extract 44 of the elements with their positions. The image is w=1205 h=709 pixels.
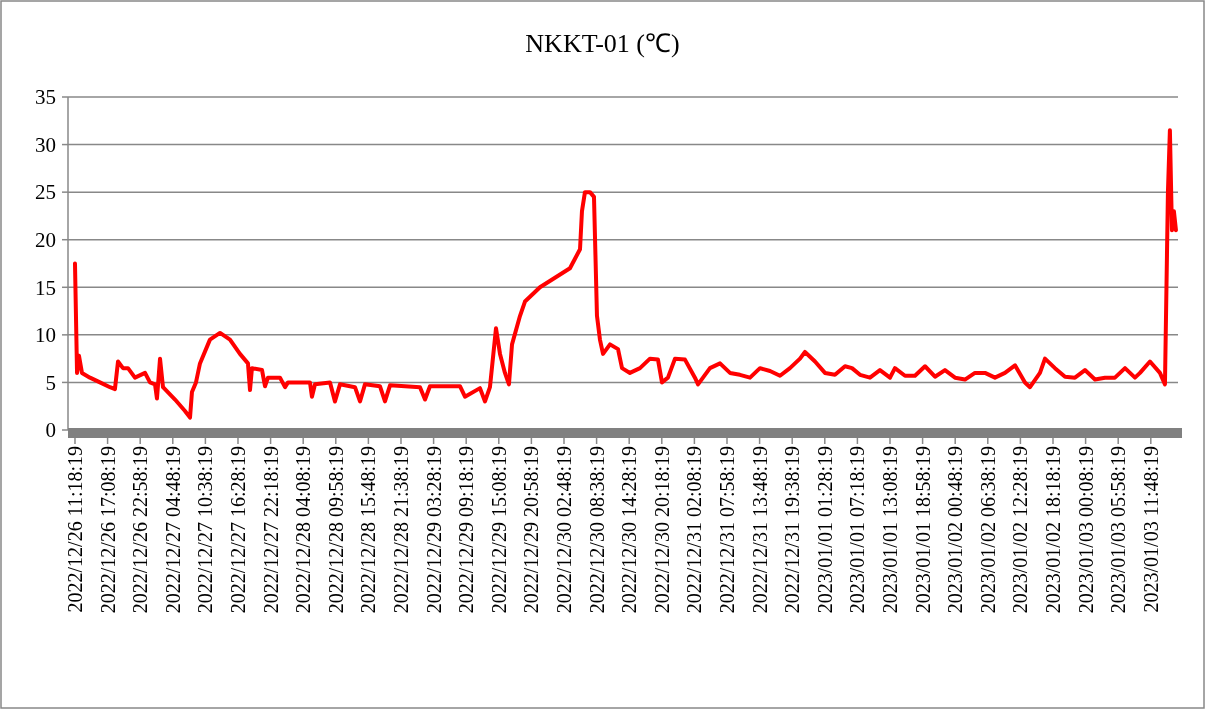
- x-tick-label: 2023/01/02 12:28:19: [1009, 446, 1032, 614]
- x-tick-label: 2022/12/30 20:18:19: [650, 446, 673, 614]
- x-tick-label: 2022/12/30 14:28:19: [618, 446, 641, 614]
- x-tick-label: 2022/12/27 10:38:19: [194, 446, 217, 614]
- y-tick-label: 30: [35, 132, 56, 157]
- x-tick-label: 2022/12/27 04:48:19: [161, 446, 184, 614]
- x-tick-label: 2022/12/28 15:48:19: [357, 446, 380, 614]
- y-tick-label: 0: [45, 418, 56, 443]
- x-tick-label: 2022/12/26 22:58:19: [129, 446, 152, 614]
- line-series: [72, 128, 1178, 420]
- x-tick-label: 2022/12/29 15:08:19: [487, 446, 510, 614]
- x-tick-label: 2023/01/02 00:48:19: [944, 446, 967, 614]
- y-tick-label: 25: [35, 180, 56, 205]
- x-tick-label: 2023/01/03 00:08:19: [1074, 446, 1097, 614]
- x-tick-label: 2023/01/01 18:58:19: [911, 446, 934, 614]
- x-tick-label: 2022/12/28 09:58:19: [324, 446, 347, 614]
- x-tick-label: 2022/12/26 17:08:19: [96, 446, 119, 614]
- x-tick-label: 2022/12/28 04:08:19: [292, 446, 315, 614]
- y-tick-label: 20: [35, 228, 56, 253]
- x-tick-label: 2022/12/26 11:18:19: [63, 446, 86, 613]
- x-tick-label: 2023/01/02 06:38:19: [976, 446, 999, 614]
- x-tick-label: 2022/12/31 07:58:19: [716, 446, 738, 614]
- x-tick-label: 2022/12/27 22:18:19: [259, 446, 282, 614]
- x-tick-label: 2023/01/01 13:08:19: [879, 446, 901, 614]
- x-tick-label: 2022/12/29 03:28:19: [422, 446, 445, 614]
- y-tick-label: 10: [35, 323, 56, 348]
- chart-title: NKKT-01 (℃): [525, 29, 680, 58]
- x-tick-label: 2022/12/31 13:48:19: [748, 446, 771, 614]
- x-tick-label: 2022/12/30 02:48:19: [552, 446, 575, 614]
- x-tick-label: 2022/12/29 20:58:19: [520, 446, 543, 614]
- x-tick-label: 2023/01/03 11:48:19: [1139, 446, 1162, 613]
- x-tick-label: 2022/12/29 09:18:19: [455, 446, 478, 614]
- x-tick-label: 2022/12/30 08:38:19: [585, 446, 608, 614]
- x-tick-label: 2022/12/31 02:08:19: [683, 446, 706, 614]
- y-tick-label: 35: [35, 85, 56, 110]
- y-tick-label: 5: [45, 370, 56, 395]
- x-tick-label: 2023/01/01 07:18:19: [846, 446, 869, 614]
- x-tick-label: 2023/01/03 05:58:19: [1107, 446, 1130, 614]
- x-tick-label: 2022/12/28 21:38:19: [389, 446, 412, 614]
- x-tick-label: 2023/01/02 18:18:19: [1042, 446, 1064, 614]
- y-tick-label: 15: [35, 275, 56, 300]
- x-tick-label: 2022/12/31 19:38:19: [781, 446, 804, 614]
- x-tick-label: 2022/12/27 16:28:19: [226, 446, 249, 614]
- x-tick-label: 2023/01/01 01:28:19: [813, 446, 836, 614]
